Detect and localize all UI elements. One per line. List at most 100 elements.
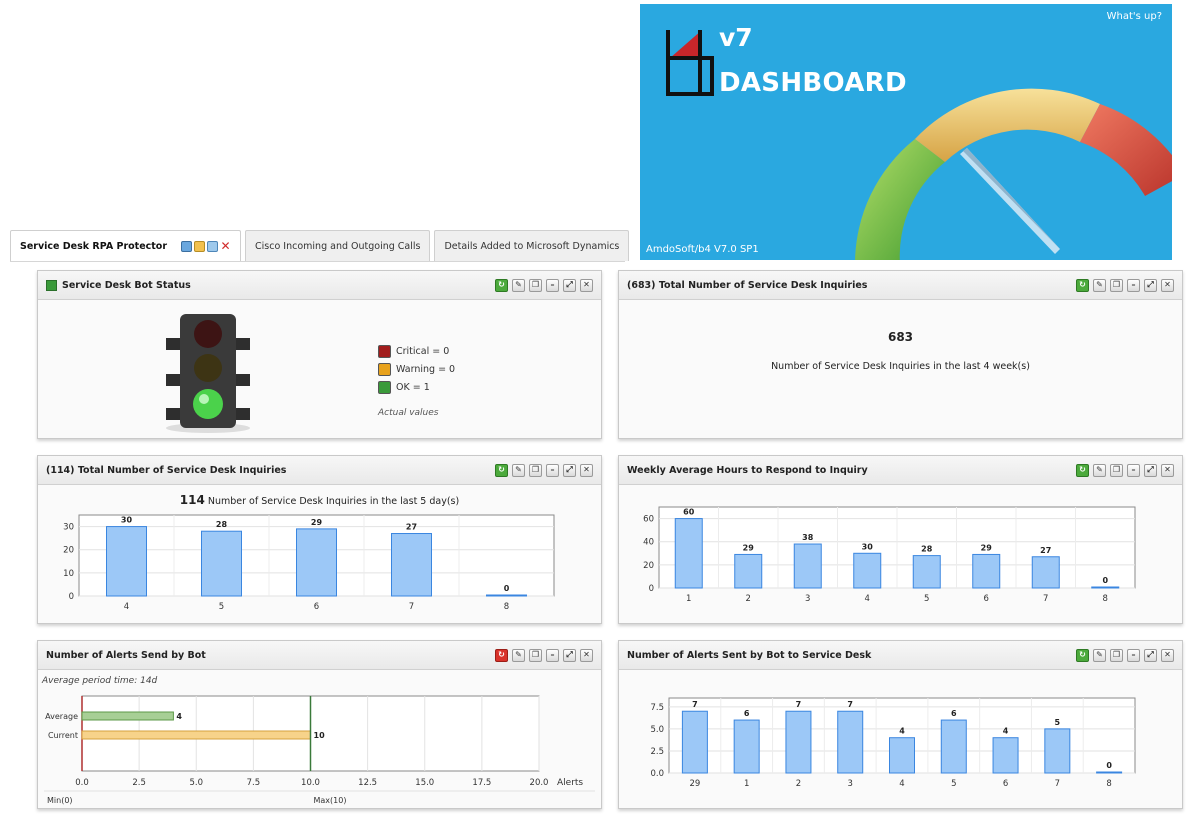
edit-icon[interactable]: ✎ (512, 463, 525, 477)
close-icon[interactable]: ✕ (580, 463, 593, 477)
x-tick-label: 7 (1043, 594, 1048, 604)
refresh-icon[interactable]: ↻ (495, 278, 508, 292)
bar (912, 555, 941, 589)
x-tick-label: 3 (848, 779, 853, 789)
bar-value-label: 60 (683, 508, 695, 517)
x-tick-label: 7.5 (247, 778, 261, 788)
close-icon[interactable]: ✕ (580, 648, 593, 662)
minimize-icon[interactable]: – (1127, 463, 1140, 477)
y-tick-label: 40 (643, 538, 654, 548)
copy-icon[interactable] (207, 241, 219, 252)
bar (785, 710, 812, 774)
kpi-description: Number of Service Desk Inquiries in the … (771, 361, 1030, 372)
refresh-icon[interactable]: ↻ (1076, 648, 1089, 662)
refresh-icon[interactable]: ↻ (1076, 463, 1089, 477)
copy-icon[interactable]: ❐ (529, 278, 542, 292)
tab-label: Details Added to Microsoft Dynamics (444, 240, 620, 252)
minimize-icon[interactable]: – (546, 278, 559, 292)
bar-value-label: 4 (176, 712, 182, 721)
x-tick-label: 1 (686, 594, 691, 604)
status-legend: Critical = 0 Warning = 0 OK = 1 Actual v… (378, 342, 455, 418)
x-tick-label: 20.0 (530, 778, 549, 788)
chart-weekly: 0 20 40 60 60 1 29 2 38 3 30 4 28 5 29 6 27 7 0 8 (643, 506, 1136, 604)
minimize-icon[interactable]: – (546, 463, 559, 477)
y-tick-label: 2.5 (650, 747, 664, 757)
minimize-icon[interactable]: – (1127, 648, 1140, 662)
bar-value-label: 29 (981, 543, 993, 552)
panel-title: Number of Alerts Send by Bot (46, 649, 206, 661)
copy-icon[interactable]: ❐ (1110, 278, 1123, 292)
maximize-icon[interactable]: ⤢ (563, 463, 576, 477)
bar-value-label: 29 (311, 518, 323, 527)
copy-icon[interactable]: ❐ (529, 648, 542, 662)
close-icon[interactable]: ✕ (1161, 463, 1174, 477)
copy-icon[interactable]: ❐ (1110, 648, 1123, 662)
minimize-icon[interactable]: – (1127, 278, 1140, 292)
whats-up-link[interactable]: What's up? (1106, 11, 1162, 22)
edit-icon[interactable]: ✎ (1093, 463, 1106, 477)
x-tick-label: 4 (124, 602, 129, 612)
bar-value-label: 7 (692, 700, 698, 709)
edit-icon[interactable]: ✎ (512, 648, 525, 662)
panel-header: Service Desk Bot Status ↻ ✎ ❐ – ⤢ ✕ (38, 271, 601, 300)
tab-underline (10, 261, 625, 262)
edit-icon[interactable]: ✎ (512, 278, 525, 292)
x-tick-label: 6 (314, 602, 319, 612)
version-label: v7 (719, 23, 753, 52)
panel-tools: ↻ ✎ ❐ – ⤢ ✕ (1076, 648, 1174, 662)
tab-cisco-calls[interactable]: Cisco Incoming and Outgoing Calls (245, 230, 431, 261)
copy-icon[interactable]: ❐ (1110, 463, 1123, 477)
close-icon[interactable]: ✕ (580, 278, 593, 292)
x-tick-label: 7 (1055, 779, 1060, 789)
x-tick-label: 8 (1106, 779, 1111, 789)
minimize-icon[interactable]: – (546, 648, 559, 662)
tab-microsoft-dynamics[interactable]: Details Added to Microsoft Dynamics (434, 230, 630, 261)
y-tick-label: 5.0 (650, 725, 664, 735)
x-tick-label: 7 (409, 602, 414, 612)
maximize-icon[interactable]: ⤢ (563, 278, 576, 292)
refresh-icon[interactable]: ↻ (495, 648, 508, 662)
bar-value-label: 7 (796, 700, 802, 709)
bar (201, 530, 242, 597)
close-icon[interactable]: ✕ (1161, 278, 1174, 292)
min-label: Min(0) (47, 796, 73, 805)
y-category-label: Average (45, 712, 78, 721)
copy-icon[interactable]: ❐ (529, 463, 542, 477)
x-tick-label: 4 (865, 594, 870, 604)
maximize-icon[interactable]: ⤢ (563, 648, 576, 662)
close-icon[interactable]: ✕ (220, 239, 231, 253)
bar (81, 711, 174, 721)
bar-value-label: 27 (1040, 546, 1051, 555)
bar (106, 526, 147, 597)
bar (674, 518, 703, 589)
bar (391, 533, 432, 597)
bar (296, 528, 337, 597)
edit-icon[interactable]: ✎ (1093, 278, 1106, 292)
legend-ok: OK = 1 (378, 378, 455, 396)
refresh-icon[interactable]: ↻ (1076, 278, 1089, 292)
bar-value-label: 5 (1055, 718, 1061, 727)
bar-value-label: 6 (744, 709, 750, 718)
close-icon[interactable]: ✕ (1161, 648, 1174, 662)
bar (486, 594, 527, 597)
tab-service-desk-rpa-protector[interactable]: Service Desk RPA Protector ✕ (10, 230, 242, 262)
y-tick-label: 10 (63, 569, 74, 579)
edit-icon[interactable] (194, 241, 206, 252)
dashboard-banner: What's up? v7 DASHBOARD AmdoSoft/b4 V7.0… (640, 4, 1172, 260)
bar (734, 553, 763, 589)
window-icon[interactable] (181, 241, 193, 252)
panel-header: (114) Total Number of Service Desk Inqui… (38, 456, 601, 485)
edit-icon[interactable]: ✎ (1093, 648, 1106, 662)
x-tick-label: 2 (796, 779, 801, 789)
x-tick-label: 15.0 (415, 778, 434, 788)
refresh-icon[interactable]: ↻ (495, 463, 508, 477)
bar (1031, 556, 1060, 589)
maximize-icon[interactable]: ⤢ (1144, 463, 1157, 477)
bar-value-label: 30 (121, 516, 133, 525)
x-tick-label: 5 (924, 594, 929, 604)
chart-alerts: 0.0 2.5 5.0 7.5 10.0 12.5 15.0 17.5 20.0 Average 4… (44, 695, 595, 805)
dashboard-title: DASHBOARD (719, 68, 907, 98)
maximize-icon[interactable]: ⤢ (1144, 648, 1157, 662)
panel-body: 0.0 2.5 5.0 7.5 7 29 6 1 7 2 7 3 4 4 6 5 4 6 5 7 0 8 (619, 670, 1182, 808)
maximize-icon[interactable]: ⤢ (1144, 278, 1157, 292)
